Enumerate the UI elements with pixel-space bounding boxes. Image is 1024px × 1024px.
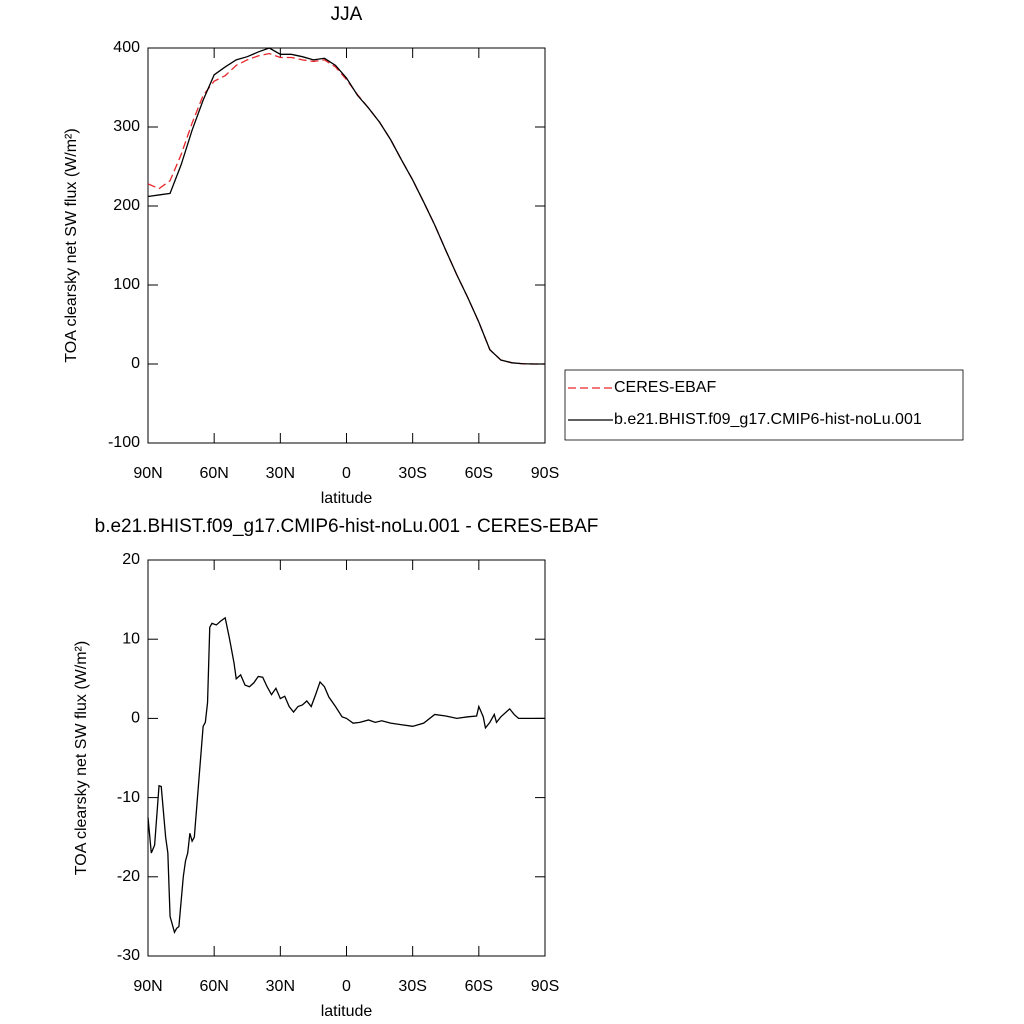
- y-axis-label: TOA clearsky net SW flux (W/m²): [63, 128, 80, 362]
- y-tick-label: 10: [122, 630, 140, 647]
- x-tick-label: 60S: [465, 978, 493, 995]
- y-tick-label: -100: [108, 434, 140, 451]
- chart-title: JJA: [331, 4, 363, 25]
- y-tick-label: -20: [117, 868, 140, 885]
- x-tick-label: 30S: [398, 465, 426, 482]
- y-tick-label: 400: [113, 39, 140, 56]
- legend-label: CERES-EBAF: [614, 379, 716, 396]
- x-tick-label: 90S: [531, 465, 559, 482]
- y-tick-label: 0: [131, 710, 140, 727]
- x-tick-label: 0: [342, 465, 351, 482]
- x-tick-label: 60S: [465, 465, 493, 482]
- y-tick-label: 300: [113, 118, 140, 135]
- y-tick-label: 20: [122, 551, 140, 568]
- x-tick-label: 30N: [266, 978, 295, 995]
- plot-frame: [147, 47, 546, 444]
- y-tick-label: 100: [113, 276, 140, 293]
- x-tick-label: 0: [342, 978, 351, 995]
- y-tick-label: -10: [117, 789, 140, 806]
- legend-label: b.e21.BHIST.f09_g17.CMIP6-hist-noLu.001: [614, 411, 922, 428]
- x-tick-label: 30S: [398, 978, 426, 995]
- x-tick-label: 90N: [133, 465, 162, 482]
- legend-box: [564, 369, 964, 441]
- data-line: [147, 52, 545, 365]
- y-tick-label: 200: [113, 197, 140, 214]
- x-tick-label: 60N: [199, 978, 228, 995]
- x-tick-label: 60N: [199, 465, 228, 482]
- x-tick-label: 90N: [133, 978, 162, 995]
- y-axis-label: TOA clearsky net SW flux (W/m²): [73, 641, 90, 875]
- x-axis-label: latitude: [321, 1003, 373, 1020]
- plot-frame: [147, 559, 546, 957]
- x-axis-label: latitude: [321, 490, 373, 507]
- y-tick-label: 0: [131, 355, 140, 372]
- chart-title: b.e21.BHIST.f09_g17.CMIP6-hist-noLu.001 …: [95, 516, 599, 537]
- data-line: [147, 47, 545, 365]
- x-tick-label: 30N: [266, 465, 295, 482]
- y-tick-label: -30: [117, 947, 140, 964]
- data-line: [147, 616, 545, 934]
- x-tick-label: 90S: [531, 978, 559, 995]
